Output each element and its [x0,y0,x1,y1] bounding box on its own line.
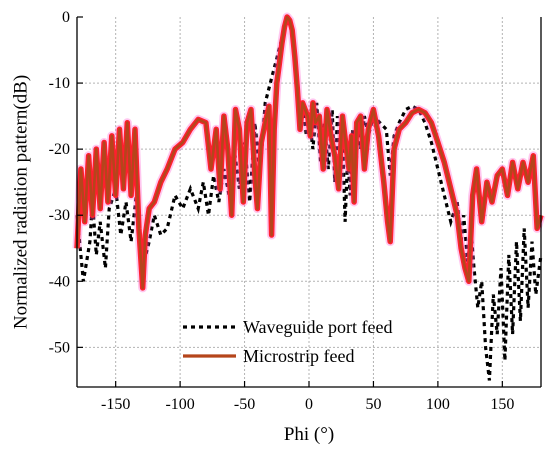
y-tick-label: -50 [49,339,70,356]
y-axis-label: Normalized radiation pattern(dB) [11,75,32,329]
x-tick-label: 50 [365,396,381,413]
x-tick-label: -100 [165,396,194,413]
y-tick-label: -20 [49,141,70,158]
tick-labels: -150 -100 -50 0 50 100 150 0 -10 -20 -30 -40 -50 [49,9,515,413]
x-axis-label: Phi (°) [284,424,334,445]
y-tick-label: -40 [49,273,70,290]
legend: Waveguide port feed Microstrip feed [183,317,392,366]
x-tick-label: 150 [490,396,514,413]
x-tick-label: 100 [426,396,450,413]
series-line-microstrip-feed [75,15,543,290]
x-tick-label: 0 [305,396,313,413]
grid-lines [77,17,541,387]
series-layer [72,12,546,381]
series-line-waveguide-port-feed [75,16,543,381]
axes [76,16,542,388]
y-tick-label: 0 [62,9,70,26]
legend-label-waveguide-port-feed: Waveguide port feed [243,317,392,337]
x-tick-label: -50 [234,396,255,413]
x-tick-label: -150 [101,396,130,413]
y-tick-label: -10 [49,75,70,92]
y-tick-label: -30 [49,207,70,224]
legend-label-microstrip-feed: Microstrip feed [243,346,354,366]
